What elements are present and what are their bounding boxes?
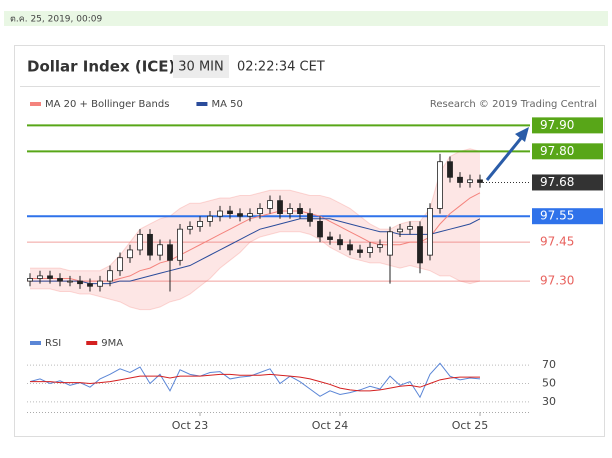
y-tick-label: 50: [542, 377, 556, 390]
level-label: 97.30: [540, 274, 574, 288]
band-fill: [30, 148, 480, 310]
indicator-line: [29, 362, 481, 399]
y-tick-label: 70: [542, 358, 556, 371]
candle-body: [217, 210, 223, 217]
level-label: 97.68: [540, 175, 574, 189]
candle-body: [117, 257, 123, 272]
candle-body: [427, 208, 433, 256]
legend-swatch: [30, 102, 41, 106]
candle-body: [277, 200, 283, 215]
candle-body: [257, 208, 263, 215]
legend-label: MA 50: [211, 99, 242, 110]
candle-body: [47, 275, 53, 279]
time: 02:22:34 CET: [237, 60, 325, 75]
candle-body: [287, 208, 293, 215]
level-box: [532, 208, 603, 225]
x-tick-label: Oct 25: [452, 419, 489, 432]
credit: Research © 2019 Trading Central: [430, 99, 597, 110]
candle-body: [97, 280, 103, 287]
candle-body: [417, 226, 423, 264]
candle-body: [227, 210, 233, 215]
y-tick-label: 30: [542, 395, 556, 408]
candle-body: [407, 226, 413, 230]
candle-body: [27, 278, 33, 282]
level-label: 97.80: [540, 144, 574, 158]
candle-body: [57, 278, 63, 282]
candle-body: [377, 244, 383, 248]
level-label: 97.90: [540, 118, 574, 132]
level-label: 97.45: [540, 235, 574, 249]
arrow-head: [515, 127, 529, 142]
level-label: 97.55: [540, 209, 574, 223]
candle-body: [347, 244, 353, 251]
legend-swatch: [86, 341, 98, 345]
candle-body: [247, 213, 253, 217]
candle-body: [177, 228, 183, 261]
candle-body: [87, 283, 93, 287]
candle-body: [367, 246, 373, 253]
candle-body: [187, 226, 193, 230]
candle-body: [337, 239, 343, 246]
candle-body: [357, 249, 363, 253]
level-box: [532, 174, 603, 191]
candle-body: [397, 228, 403, 233]
candle-body: [207, 215, 213, 222]
candle-body: [67, 280, 73, 283]
candle-body: [447, 161, 453, 178]
arrow: [485, 136, 524, 181]
candle-body: [307, 213, 313, 222]
x-tick-label: Oct 24: [312, 419, 349, 432]
band-lower: [30, 231, 481, 311]
timestamp: ต.ค. 25, 2019, 00:09: [10, 15, 102, 25]
level-box: [532, 117, 603, 134]
interval: 30 MIN: [178, 60, 223, 75]
legend-label: RSI: [45, 338, 61, 349]
candle-body: [477, 179, 483, 183]
interval-box: [173, 55, 229, 78]
candle-body: [147, 233, 153, 256]
candle-body: [107, 270, 113, 282]
candle-body: [437, 161, 443, 209]
candle-body: [197, 220, 203, 227]
indicator-line: [30, 373, 480, 392]
ma-line: [30, 218, 481, 285]
legend-label: 9MA: [101, 338, 123, 349]
candle-body: [137, 233, 143, 251]
candle-body: [77, 280, 83, 285]
candle-body: [267, 200, 273, 209]
card: [14, 45, 605, 437]
legend-swatch: [196, 102, 208, 106]
candle-body: [457, 176, 463, 183]
candle-body: [157, 244, 163, 256]
candle-body: [127, 249, 133, 259]
candle-body: [327, 236, 333, 240]
plot: MA 20 + Bollinger Bands MA 50 Research © 2…: [27, 99, 603, 432]
level-box: [532, 143, 603, 160]
timestamp-bar: [4, 11, 608, 26]
band-upper: [30, 148, 481, 272]
candle-body: [167, 244, 173, 261]
title: Dollar Index (ICE): [27, 58, 175, 76]
candle-body: [467, 179, 473, 183]
legend-label: MA 20 + Bollinger Bands: [45, 99, 169, 110]
candle-body: [237, 213, 243, 217]
ma-line: [30, 192, 481, 282]
legend-swatch: [30, 341, 41, 345]
candle-body: [297, 208, 303, 215]
x-tick-label: Oct 23: [172, 419, 209, 432]
candle-body: [317, 220, 323, 238]
candle-body: [387, 231, 393, 256]
candle-body: [37, 275, 43, 279]
